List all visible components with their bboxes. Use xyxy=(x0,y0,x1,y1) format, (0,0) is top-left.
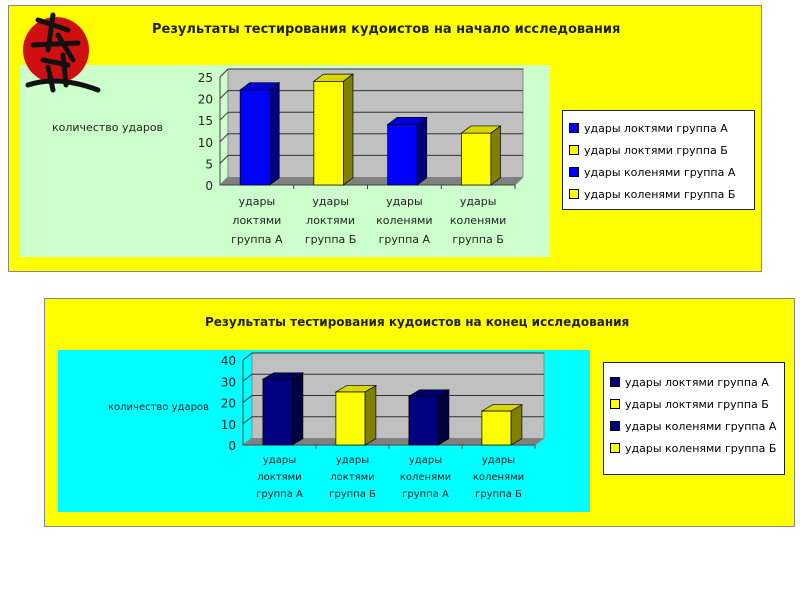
legend-swatch xyxy=(569,189,579,199)
x-tick-label: удары xyxy=(336,455,369,466)
bar-4 xyxy=(461,132,492,186)
legend-item: удары локтями группа Б xyxy=(610,393,778,415)
x-tick-label: локтями xyxy=(257,472,301,483)
kudo-logo-icon xyxy=(23,12,101,93)
legend-swatch xyxy=(610,421,620,431)
y-tick-label: 20 xyxy=(221,397,236,411)
legend-item: удары локтями группа А xyxy=(569,117,748,139)
y-tick-label: 0 xyxy=(205,179,213,193)
bar-2 xyxy=(313,80,344,186)
x-tick-label: группа Б xyxy=(305,233,356,246)
legend-item: удары локтями группа А xyxy=(610,371,778,393)
y-tick-label: 25 xyxy=(198,71,213,85)
legend-label: удары локтями группа А xyxy=(625,375,769,389)
x-tick-label: группа Б xyxy=(475,489,522,500)
x-tick-label: локтями xyxy=(330,472,374,483)
chart-title-start: Результаты тестирования кудоистов на нач… xyxy=(152,22,621,37)
x-tick-label: группа А xyxy=(231,233,283,246)
x-tick-label: группа А xyxy=(402,489,449,500)
legend-item: удары коленями группа А xyxy=(569,161,748,183)
y-tick-label: 30 xyxy=(221,375,236,389)
chart-title-end: Результаты тестирования кудоистов на кон… xyxy=(205,315,630,329)
y-tick-label: 10 xyxy=(221,418,236,432)
y-axis-label: количество ударов xyxy=(52,121,163,134)
x-tick-label: коленями xyxy=(473,472,524,483)
bar-4 xyxy=(481,410,512,446)
bar-1 xyxy=(239,89,270,186)
bar-side xyxy=(343,73,354,186)
x-tick-label: удары xyxy=(386,195,423,208)
legend-swatch xyxy=(610,377,620,387)
bar-side xyxy=(364,384,377,446)
y-tick-label: 40 xyxy=(221,354,236,368)
gridline xyxy=(219,68,523,78)
bar-3 xyxy=(387,124,418,186)
bar-1 xyxy=(262,378,293,446)
x-tick-label: удары xyxy=(239,195,276,208)
legend-swatch xyxy=(569,123,579,133)
plot-floor xyxy=(243,438,544,445)
plot-area-end: 0 10 20 30 40 количество ударов удары локтями гр… xyxy=(58,350,590,512)
legend-item: удары коленями группа Б xyxy=(610,437,778,459)
gridline xyxy=(219,111,523,121)
x-tick-label: локтями xyxy=(306,214,355,227)
bar-side xyxy=(437,389,450,446)
bar-side xyxy=(510,404,523,446)
x-tick-label: группа А xyxy=(379,233,431,246)
x-tick-label: удары xyxy=(482,455,515,466)
y-tick-label: 5 xyxy=(205,157,213,171)
x-tick-label: удары xyxy=(263,455,296,466)
bar-3 xyxy=(408,395,439,446)
legend-start: удары локтями группа А удары локтями груп… xyxy=(562,110,755,210)
gridline xyxy=(242,352,544,361)
legend-item: удары коленями группа Б xyxy=(569,183,748,205)
legend-label: удары коленями группа А xyxy=(625,419,777,433)
bar-side xyxy=(416,116,428,186)
x-tick-label: коленями xyxy=(400,472,451,483)
y-tick-label: 20 xyxy=(198,93,213,107)
gridline xyxy=(242,373,544,382)
legend-label: удары коленями группа Б xyxy=(625,441,777,455)
bar-side xyxy=(269,82,280,186)
x-tick-label: группа Б xyxy=(452,233,503,246)
x-tick-label: удары xyxy=(312,195,349,208)
legend-end: удары локтями группа А удары локтями груп… xyxy=(603,362,785,475)
x-tick-label: удары xyxy=(409,455,442,466)
x-tick-label: удары xyxy=(460,195,497,208)
gridline xyxy=(219,90,523,99)
legend-label: удары локтями группа Б xyxy=(625,397,769,411)
legend-label: удары локтями группа А xyxy=(584,121,728,135)
x-tick-label: коленями xyxy=(376,214,432,227)
plot-floor xyxy=(220,177,523,185)
legend-label: удары коленями группа А xyxy=(584,165,736,179)
legend-label: удары коленями группа Б xyxy=(584,187,736,201)
bar-side xyxy=(291,372,304,446)
legend-item: удары локтями группа Б xyxy=(569,139,748,161)
legend-item: удары коленями группа А xyxy=(610,415,778,437)
legend-swatch xyxy=(569,145,579,155)
y-axis-label: количество ударов xyxy=(108,402,209,413)
plot-area-start: 0 5 10 15 20 25 количество ударов удары локтями г… xyxy=(20,65,550,257)
bar-side xyxy=(490,125,501,186)
y-tick-label: 10 xyxy=(198,136,213,150)
x-tick-label: локтями xyxy=(232,214,281,227)
y-tick-label: 15 xyxy=(198,114,213,128)
y-tick-label: 0 xyxy=(228,439,236,453)
legend-swatch xyxy=(610,399,620,409)
legend-label: удары локтями группа Б xyxy=(584,143,728,157)
bar-2 xyxy=(335,391,366,446)
x-tick-label: группа Б xyxy=(329,489,376,500)
x-tick-label: группа А xyxy=(256,489,303,500)
legend-swatch xyxy=(569,167,579,177)
legend-swatch xyxy=(610,443,620,453)
x-tick-label: коленями xyxy=(450,214,506,227)
